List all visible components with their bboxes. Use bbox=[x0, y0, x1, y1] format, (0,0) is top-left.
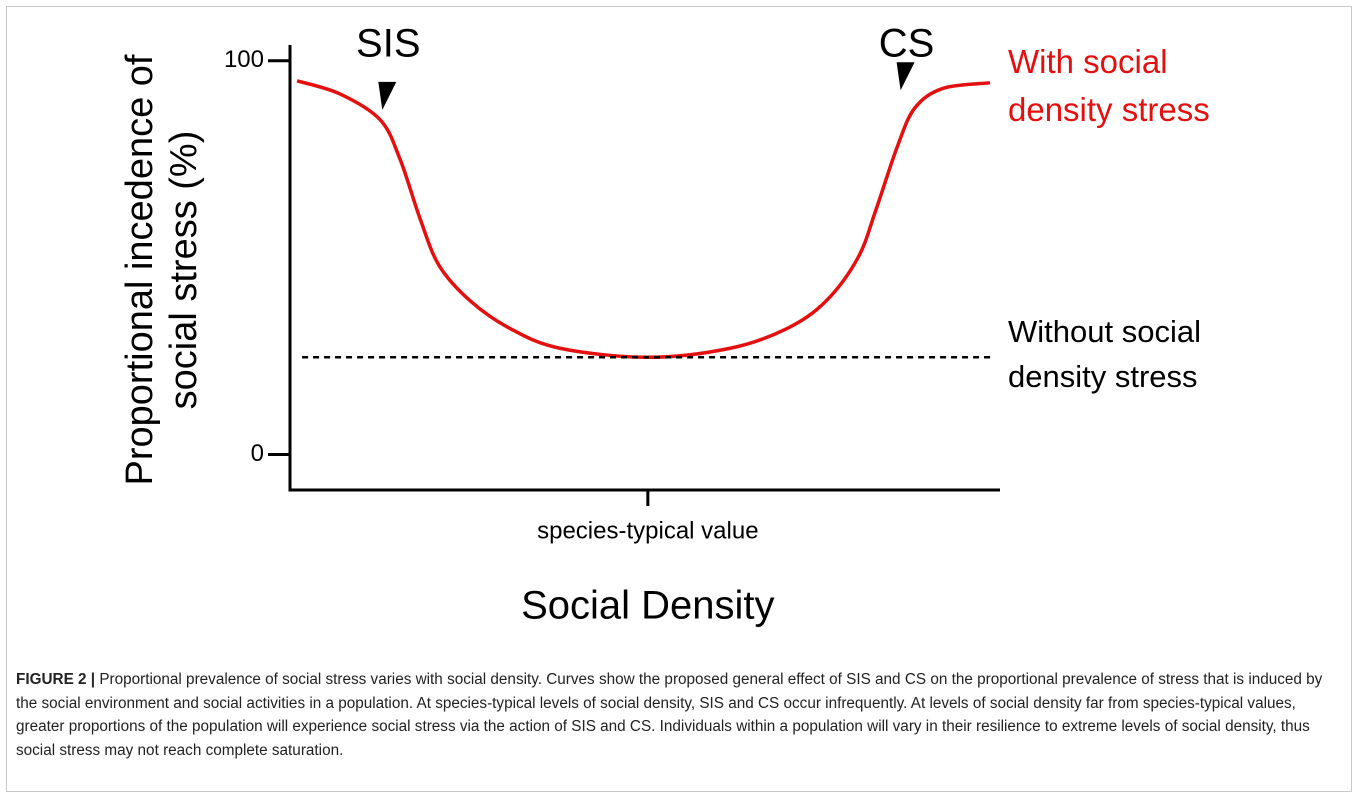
caption-text: Proportional prevalence of social stress… bbox=[16, 671, 1323, 759]
y-tick-label: 100 bbox=[224, 46, 264, 73]
annotation-pointer bbox=[378, 81, 397, 110]
caption-label: FIGURE 2 | bbox=[16, 671, 96, 688]
series-line bbox=[296, 79, 991, 360]
x-axis-label: Social Density bbox=[521, 584, 774, 628]
annotation: CS bbox=[879, 22, 935, 66]
annotation-pointer bbox=[896, 62, 915, 91]
x-tick-label: species-typical value bbox=[537, 517, 758, 544]
legend-label: With social density stress bbox=[1008, 43, 1210, 128]
y-tick-label: 0 bbox=[251, 440, 264, 467]
legend-label: Without social density stress bbox=[1008, 314, 1201, 395]
chart: 0 100 species-typical value Social Density S… bbox=[224, 22, 1000, 628]
caption: FIGURE 2 | Proportional prevalence of so… bbox=[16, 668, 1341, 762]
figure-frame bbox=[6, 6, 1352, 792]
y-axis-label: Proportional incedence of social stress … bbox=[119, 54, 205, 486]
annotation: SIS bbox=[356, 22, 420, 66]
